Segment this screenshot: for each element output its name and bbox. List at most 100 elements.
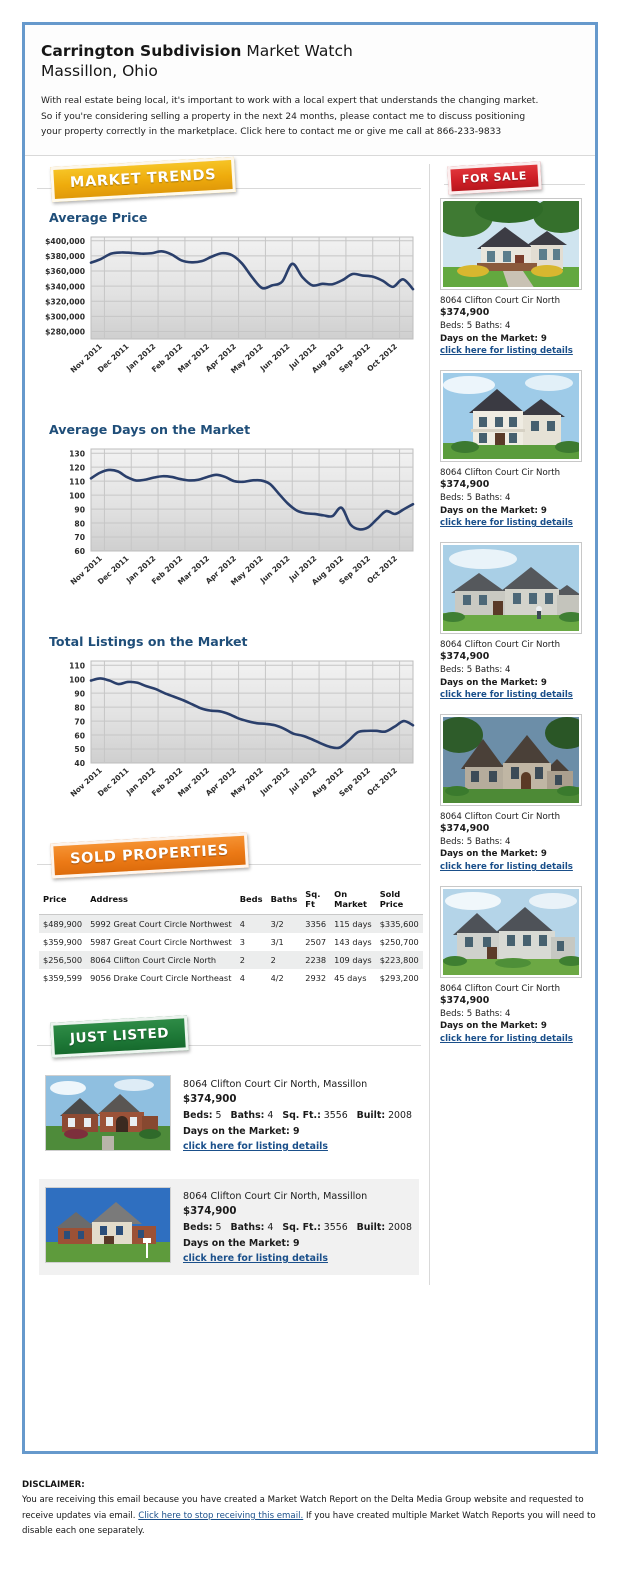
built-label: Built: <box>356 1221 386 1233</box>
listing-price: $374,900 <box>183 1094 237 1106</box>
for-sale-card[interactable]: 8064 Clifton Court Cir North $374,900 Be… <box>440 369 587 530</box>
listing-details-link[interactable]: click here for listing details <box>440 1034 573 1045</box>
chart-average-days-on-market: Average Days on the Market 60 70 80 90 100 11… <box>25 414 429 608</box>
col-address: Address <box>86 885 236 915</box>
report-location: Massillon, Ohio <box>41 62 158 80</box>
disclaimer-title: DISCLAIMER: <box>22 1480 85 1490</box>
just-listed-card[interactable]: 8064 Clifton Court Cir North, Massillon … <box>39 1067 419 1163</box>
listing-details-link[interactable]: click here for listing details <box>440 862 573 873</box>
col-sold-price: Sold Price <box>375 885 423 915</box>
just-listed-info: 8064 Clifton Court Cir North, Massillon … <box>183 1187 412 1267</box>
cell-address: 9056 Drake Court Circle Northeast <box>90 972 232 983</box>
svg-text:40: 40 <box>74 759 85 768</box>
for-sale-card[interactable]: 8064 Clifton Court Cir North $374,900 Be… <box>440 713 587 874</box>
disclaimer-text: You are receiving this email because you… <box>22 1493 598 1539</box>
report-type-label: Market Watch <box>241 42 353 60</box>
svg-text:$380,000: $380,000 <box>45 252 85 261</box>
for-sale-sidebar: FOR SALE <box>430 156 595 1068</box>
average-price-line-chart: $280,000 $300,000 $320,000 $340,000 $360,000… <box>45 236 415 375</box>
cell-price: $489,900 <box>43 918 83 929</box>
just-listed-card[interactable]: 8064 Clifton Court Cir North, Massillon … <box>39 1178 419 1275</box>
listing-details-link[interactable]: click here for listing details <box>440 518 573 529</box>
disclaimer-block: DISCLAIMER: You are receiving this email… <box>22 1478 598 1540</box>
svg-text:110: 110 <box>69 477 85 486</box>
svg-text:120: 120 <box>69 463 85 472</box>
col-on-market: On Market <box>330 885 376 915</box>
property-photo-gray-ranch[interactable] <box>440 541 582 634</box>
svg-text:80: 80 <box>74 519 85 528</box>
listing-details-link[interactable]: click here for listing details <box>440 346 573 357</box>
chart-canvas-average-days: 60 70 80 90 100 110 120 130 Nov 2011 Dec 2011 Jan … <box>39 443 419 608</box>
table-row: $359,900 5987 Great Court Circle Northwe… <box>39 932 423 951</box>
cell-on-market: 115 days <box>334 918 372 929</box>
property-photo-gray-two-story[interactable] <box>440 885 582 978</box>
cell-beds: 3 <box>239 936 245 947</box>
just-listed-section-header: JUST LISTED <box>25 1013 429 1059</box>
chart-total-listings: Total Listings on the Market 40 50 60 70 80 9… <box>25 626 429 820</box>
left-column: MARKET TRENDS Average Price $280,000 $300… <box>25 156 429 1285</box>
column-divider <box>429 163 430 1285</box>
col-price: Price <box>39 885 87 915</box>
days-on-market: Days on the Market: 9 <box>440 505 547 516</box>
cell-price: $256,500 <box>43 954 83 965</box>
table-row: $359,599 9056 Drake Court Circle Northea… <box>39 968 423 987</box>
sold-properties-banner: SOLD PROPERTIES <box>50 832 249 879</box>
for-sale-info: 8064 Clifton Court Cir North $374,900 Be… <box>440 639 587 702</box>
table-row: $256,500 8064 Clifton Court Circle North… <box>39 950 423 969</box>
days-on-market: Days on the Market: 9 <box>183 1237 300 1249</box>
beds-label: Beds: <box>183 1221 213 1233</box>
chart-canvas-total-listings: 40 50 60 70 80 90 100 110 Nov 2011 Dec 2011 Jan 20… <box>39 655 419 820</box>
sold-properties-table: Price Address Beds Baths Sq. Ft On Marke… <box>39 885 423 987</box>
for-sale-card[interactable]: 8064 Clifton Court Cir North $374,900 Be… <box>440 885 587 1046</box>
chart-title-average-price: Average Price <box>49 209 148 225</box>
listing-price: $374,900 <box>440 823 490 835</box>
svg-text:110: 110 <box>69 661 85 670</box>
baths-label: Baths: <box>230 1221 265 1233</box>
baths-value: 4 <box>267 1109 274 1121</box>
cell-sold-price: $223,800 <box>379 954 419 965</box>
property-photo-brick-colonial[interactable] <box>45 1074 171 1151</box>
chart-canvas-average-price: $280,000 $300,000 $320,000 $340,000 $360,000… <box>39 231 419 396</box>
svg-text:$400,000: $400,000 <box>45 237 85 246</box>
listing-address: 8064 Clifton Court Cir North <box>440 639 561 650</box>
for-sale-info: 8064 Clifton Court Cir North $374,900 Be… <box>440 295 587 358</box>
svg-text:$300,000: $300,000 <box>45 312 85 321</box>
property-photo-craftsman[interactable] <box>440 197 582 290</box>
listing-price: $374,900 <box>440 651 490 663</box>
svg-text:$280,000: $280,000 <box>45 327 85 336</box>
property-photo-stone-tudor[interactable] <box>440 713 582 806</box>
svg-text:60: 60 <box>74 547 85 556</box>
listing-details-link[interactable]: click here for listing details <box>183 1253 328 1265</box>
for-sale-card[interactable]: 8064 Clifton Court Cir North $374,900 Be… <box>440 197 587 358</box>
disclaimer-part2: If you have created multiple Market Watc… <box>22 1510 596 1537</box>
days-on-market: Days on the Market: 9 <box>440 333 547 344</box>
property-photo-white-farmhouse[interactable] <box>440 369 582 462</box>
cell-price: $359,599 <box>43 972 83 983</box>
listing-details-link[interactable]: click here for listing details <box>183 1141 328 1153</box>
cell-address: 5992 Great Court Circle Northwest <box>90 918 232 929</box>
baths-value: 4 <box>267 1221 274 1233</box>
listing-address: 8064 Clifton Court Cir North <box>440 295 561 306</box>
market-trends-section-header: MARKET TRENDS <box>25 156 429 202</box>
section-divider <box>37 1044 421 1046</box>
svg-text:$340,000: $340,000 <box>45 282 85 291</box>
listing-beds-baths: Beds: 5 Baths: 4 <box>440 664 511 675</box>
for-sale-info: 8064 Clifton Court Cir North $374,900 Be… <box>440 467 587 530</box>
for-sale-card[interactable]: 8064 Clifton Court Cir North $374,900 Be… <box>440 541 587 702</box>
days-on-market: Days on the Market: 9 <box>183 1125 300 1137</box>
property-photo-two-story-brick[interactable] <box>45 1186 171 1263</box>
built-label: Built: <box>356 1109 386 1121</box>
svg-text:70: 70 <box>74 717 85 726</box>
listing-specs: Beds: 5 Baths: 4 Sq. Ft.: 3556 Built: 20… <box>183 1108 412 1124</box>
cell-sqft: 2507 <box>305 936 327 947</box>
days-on-market: Days on the Market: 9 <box>440 677 547 688</box>
unsubscribe-link[interactable]: Click here to stop receiving this email. <box>138 1510 304 1521</box>
baths-label: Baths: <box>230 1109 265 1121</box>
beds-label: Beds: <box>183 1109 213 1121</box>
svg-text:90: 90 <box>74 689 85 698</box>
days-on-market: Days on the Market: 9 <box>440 849 547 860</box>
listing-details-link[interactable]: click here for listing details <box>440 690 573 701</box>
sold-properties-section-header: SOLD PROPERTIES <box>25 832 429 879</box>
